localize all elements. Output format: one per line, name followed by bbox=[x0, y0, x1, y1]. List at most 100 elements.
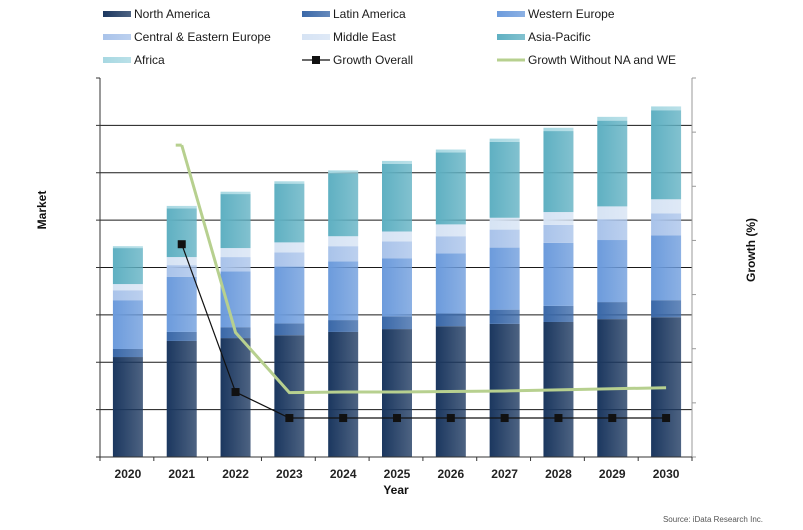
bar-stack-2025 bbox=[382, 160, 412, 457]
bar-middle-east bbox=[274, 242, 305, 253]
bar-central-eastern-europe bbox=[382, 241, 412, 259]
bar-central-eastern-europe bbox=[435, 236, 466, 254]
bar-stack-2027 bbox=[489, 138, 520, 457]
point-growth-overall bbox=[554, 414, 563, 423]
bars bbox=[112, 106, 682, 457]
bar-western-europe bbox=[166, 276, 197, 332]
bar-middle-east bbox=[435, 224, 466, 237]
bar-latin-america bbox=[382, 316, 412, 330]
bar-north-america bbox=[166, 340, 197, 457]
bar-central-eastern-europe bbox=[543, 224, 574, 243]
bar-africa bbox=[651, 106, 682, 111]
bar-latin-america bbox=[597, 302, 628, 320]
bar-latin-america bbox=[489, 309, 520, 324]
bar-asia-pacific bbox=[274, 183, 305, 243]
bar-asia-pacific bbox=[597, 120, 628, 207]
bar-africa bbox=[489, 138, 520, 142]
bar-asia-pacific bbox=[382, 163, 412, 232]
bar-middle-east bbox=[328, 236, 359, 247]
point-growth-overall bbox=[500, 414, 509, 423]
bar-asia-pacific bbox=[651, 110, 682, 200]
bar-africa bbox=[166, 205, 197, 209]
x-tick-label: 2020 bbox=[115, 467, 142, 481]
bar-middle-east bbox=[112, 284, 143, 291]
bar-africa bbox=[543, 127, 574, 132]
x-axis-title: Year bbox=[383, 483, 409, 497]
axes bbox=[96, 77, 696, 461]
bar-stack-2022 bbox=[220, 191, 251, 457]
bar-central-eastern-europe bbox=[112, 290, 143, 301]
point-growth-overall bbox=[393, 414, 401, 423]
x-tick-label: 2023 bbox=[276, 467, 303, 481]
bar-stack-2024 bbox=[328, 170, 359, 457]
y-axis-title: Market bbox=[35, 191, 49, 230]
bar-africa bbox=[220, 191, 251, 195]
legend-label: North America bbox=[134, 7, 210, 21]
bar-africa bbox=[112, 246, 143, 249]
x-tick-label: 2021 bbox=[168, 467, 195, 481]
bar-central-eastern-europe bbox=[489, 229, 520, 248]
line-growth-without-na-and-we bbox=[180, 144, 667, 395]
point-growth-overall bbox=[446, 414, 455, 423]
bar-north-america bbox=[220, 338, 251, 457]
point-growth-overall bbox=[339, 414, 348, 423]
x-tick-label: 2029 bbox=[599, 467, 626, 481]
legend-item-north-america: North America bbox=[103, 7, 210, 21]
x-tick-label: 2025 bbox=[384, 467, 411, 481]
bar-latin-america bbox=[651, 300, 682, 318]
legend-label: Middle East bbox=[333, 30, 396, 44]
legend-marker bbox=[312, 56, 320, 64]
legend-item-western-europe: Western Europe bbox=[497, 7, 615, 21]
bar-central-eastern-europe bbox=[274, 252, 305, 267]
legend-label: Western Europe bbox=[528, 7, 615, 21]
legend-item-growth-without-na-and-we: Growth Without NA and WE bbox=[497, 53, 676, 67]
x-tick-label: 2028 bbox=[545, 467, 572, 481]
bar-western-europe bbox=[328, 261, 359, 321]
bar-middle-east bbox=[489, 217, 520, 230]
bar-asia-pacific bbox=[328, 173, 359, 237]
bar-middle-east bbox=[220, 248, 251, 258]
point-growth-overall bbox=[608, 414, 617, 423]
bar-middle-east bbox=[651, 199, 682, 214]
bar-central-eastern-europe bbox=[651, 213, 682, 236]
legend-item-middle-east: Middle East bbox=[302, 30, 396, 44]
legend-swatch bbox=[302, 11, 330, 17]
bar-central-eastern-europe bbox=[166, 265, 197, 277]
bar-latin-america bbox=[328, 320, 359, 332]
bar-western-europe bbox=[112, 300, 143, 349]
legend-swatch bbox=[103, 34, 131, 40]
bar-western-europe bbox=[543, 242, 574, 306]
bar-western-europe bbox=[382, 258, 412, 317]
x-tick-label: 2026 bbox=[437, 467, 464, 481]
legend-label: Asia-Pacific bbox=[528, 30, 591, 44]
bar-western-europe bbox=[651, 235, 682, 301]
bar-stack-2026 bbox=[435, 149, 466, 457]
bar-middle-east bbox=[166, 257, 197, 266]
bar-stack-2028 bbox=[543, 127, 574, 457]
bar-north-america bbox=[328, 331, 359, 457]
bar-africa bbox=[274, 181, 305, 184]
bar-north-america bbox=[274, 335, 305, 457]
bar-middle-east bbox=[543, 212, 574, 225]
bar-asia-pacific bbox=[220, 194, 251, 249]
x-tick-label: 2024 bbox=[330, 467, 357, 481]
bar-asia-pacific bbox=[543, 131, 574, 213]
point-growth-overall bbox=[662, 414, 671, 423]
growth-lines bbox=[175, 143, 671, 423]
bar-western-europe bbox=[597, 240, 628, 303]
legend-label: Growth Without NA and WE bbox=[528, 53, 676, 67]
x-tick-label: 2030 bbox=[653, 467, 680, 481]
bar-latin-america bbox=[543, 305, 574, 322]
bar-africa bbox=[328, 170, 359, 174]
x-tick-label: 2022 bbox=[222, 467, 249, 481]
bar-asia-pacific bbox=[166, 208, 197, 258]
legend-item-latin-america: Latin America bbox=[302, 7, 406, 21]
x-tick-label: 2027 bbox=[491, 467, 518, 481]
legend-swatch bbox=[497, 11, 525, 17]
legend-swatch bbox=[302, 34, 330, 40]
bar-asia-pacific bbox=[489, 141, 520, 218]
bar-central-eastern-europe bbox=[328, 246, 359, 262]
point-growth-overall bbox=[231, 388, 240, 397]
bar-western-europe bbox=[435, 253, 466, 314]
